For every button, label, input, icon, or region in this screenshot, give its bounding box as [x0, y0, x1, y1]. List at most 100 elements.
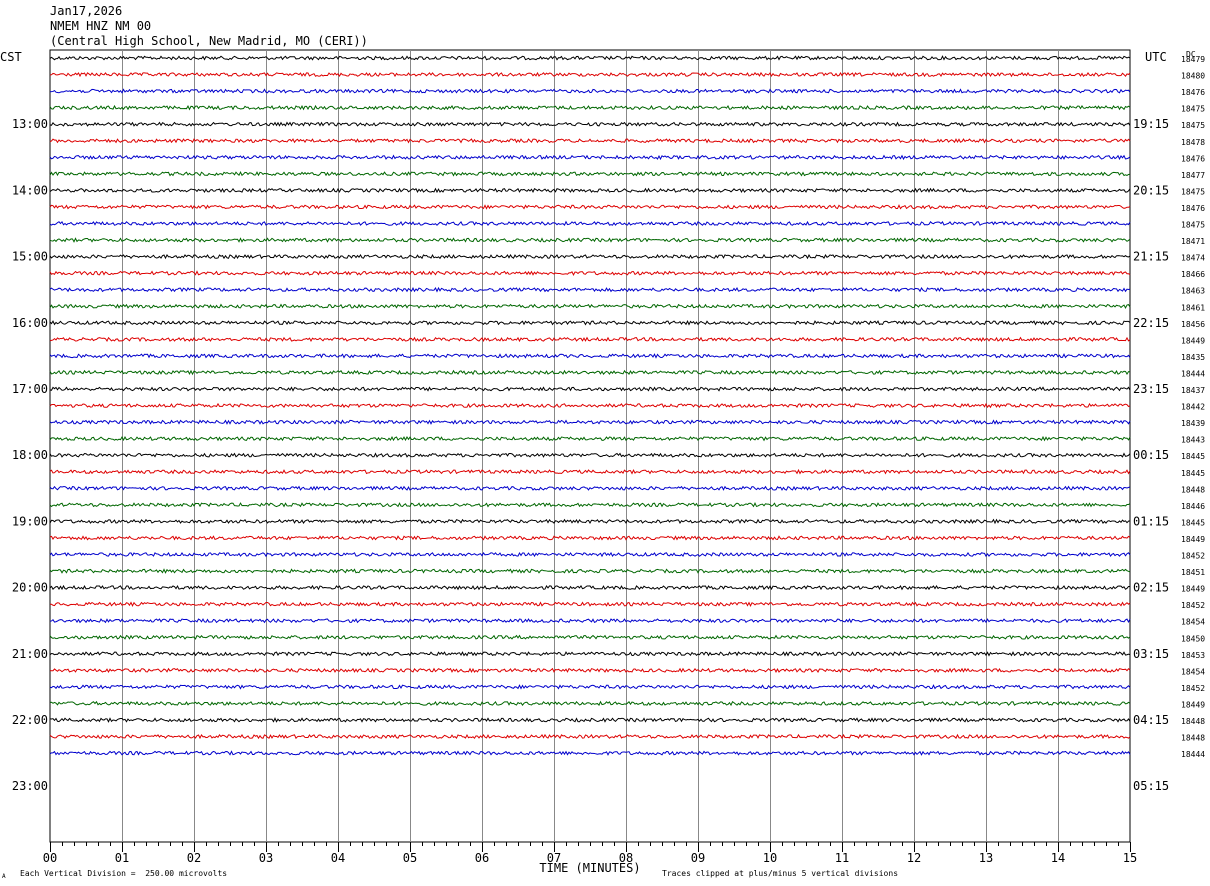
left-time-label: 16:00: [12, 316, 48, 330]
dc-offset-label: 18480: [1181, 72, 1205, 81]
dc-offset-label: 18475: [1181, 187, 1205, 196]
corner-mark: A: [2, 873, 6, 880]
right-time-label: 22:15: [1133, 316, 1169, 330]
left-time-label: 13:00: [12, 117, 48, 131]
seismic-trace: [49, 353, 1131, 359]
dc-offset-label: 18451: [1181, 568, 1205, 577]
dc-offset-label: 18476: [1181, 88, 1205, 97]
left-time-label: 22:00: [12, 713, 48, 727]
left-time-label: 18:00: [12, 448, 48, 462]
dc-offset-label: 18476: [1181, 154, 1205, 163]
chart-date: Jan17,2026: [50, 4, 123, 18]
dc-offset-label: 18453: [1181, 651, 1205, 660]
dc-offset-label: 18475: [1181, 121, 1205, 130]
dc-offset-label: 18452: [1181, 552, 1205, 561]
right-time-label: 02:15: [1133, 581, 1169, 595]
dc-offset-label: 18466: [1181, 270, 1205, 279]
dc-offset-label: 18454: [1181, 667, 1205, 676]
dc-offset-label: 18444: [1181, 369, 1205, 378]
seismic-trace: [49, 601, 1131, 608]
seismic-trace: [49, 71, 1131, 78]
left-zone-label: CST: [0, 50, 22, 64]
seismic-trace: [49, 204, 1131, 210]
x-tick-label: 06: [475, 851, 489, 865]
x-tick-label: 13: [979, 851, 993, 865]
seismic-trace: [49, 535, 1131, 541]
seismic-trace: [49, 568, 1131, 574]
seismic-trace: [49, 104, 1131, 111]
left-time-label: 17:00: [12, 382, 48, 396]
x-tick-label: 08: [619, 851, 633, 865]
dc-offset-label: 18449: [1181, 336, 1205, 345]
chart-location: (Central High School, New Madrid, MO (CE…: [50, 34, 368, 48]
dc-offset-label: 18454: [1181, 618, 1205, 627]
right-time-label: 01:15: [1133, 514, 1169, 528]
plot-frame: [49, 49, 1131, 843]
x-tick-label: 04: [331, 851, 345, 865]
dc-offset-label: 18448: [1181, 485, 1205, 494]
seismic-trace: [49, 419, 1131, 425]
dc-offset-label: 18475: [1181, 221, 1205, 230]
dc-offset-label: 18435: [1181, 353, 1205, 362]
seismic-trace: [49, 717, 1131, 723]
x-tick-label: 12: [907, 851, 921, 865]
seismic-trace: [49, 667, 1131, 674]
seismic-trace: [49, 435, 1131, 442]
seismic-trace: [49, 584, 1131, 591]
left-time-label: 21:00: [12, 647, 48, 661]
dc-offset-label: 18461: [1181, 303, 1205, 312]
dc-offset-label: 18445: [1181, 469, 1205, 478]
dc-label: DC: [1186, 50, 1196, 59]
seismic-trace: [49, 237, 1131, 243]
dc-offset-label: 18439: [1181, 419, 1205, 428]
seismic-trace: [49, 750, 1131, 756]
seismic-trace: [49, 468, 1131, 475]
right-time-label: 23:15: [1133, 382, 1169, 396]
x-tick-label: 15: [1123, 851, 1137, 865]
dc-offset-label: 18450: [1181, 634, 1205, 643]
dc-offset-label: 18446: [1181, 502, 1205, 511]
seismic-trace: [49, 187, 1131, 194]
seismic-trace: [49, 452, 1131, 458]
dc-offset-label: 18449: [1181, 535, 1205, 544]
dc-offset-label: 18448: [1181, 717, 1205, 726]
seismic-trace: [49, 618, 1131, 624]
seismic-trace: [49, 518, 1131, 525]
seismic-trace: [49, 55, 1131, 61]
seismic-trace: [49, 303, 1131, 309]
x-tick-label: 14: [1051, 851, 1065, 865]
right-time-label: 21:15: [1133, 250, 1169, 264]
seismic-trace: [49, 733, 1131, 740]
dc-offset-label: 18445: [1181, 518, 1205, 527]
seismic-trace: [49, 336, 1131, 343]
chart-station: NMEM HNZ NM 00: [50, 19, 152, 33]
x-axis-label: TIME (MINUTES): [539, 861, 640, 875]
dc-offset-label: 18452: [1181, 684, 1205, 693]
dc-offset-label: 18449: [1181, 700, 1205, 709]
dc-offset-label: 18452: [1181, 601, 1205, 610]
dc-offset-label: 18456: [1181, 320, 1205, 329]
dc-offset-label: 18478: [1181, 138, 1205, 147]
seismic-trace: [49, 700, 1131, 707]
seismic-trace: [49, 684, 1131, 690]
seismic-trace: [49, 270, 1131, 276]
vertical-division-note: Each Vertical Division = 250.00 microvol…: [20, 869, 228, 878]
x-tick-label: 07: [547, 851, 561, 865]
right-time-label: 03:15: [1133, 647, 1169, 661]
dc-offset-label: 18444: [1181, 750, 1205, 759]
dc-offset-label: 18471: [1181, 237, 1205, 246]
left-time-label: 14:00: [12, 183, 48, 197]
seismic-trace: [49, 220, 1131, 227]
dc-offset-label: 18437: [1181, 386, 1205, 395]
x-tick-label: 10: [763, 851, 777, 865]
dc-offset-label: 18476: [1181, 204, 1205, 213]
x-tick-label: 00: [43, 851, 57, 865]
right-time-label: 19:15: [1133, 117, 1169, 131]
left-time-label: 15:00: [12, 250, 48, 264]
dc-offset-label: 18479: [1181, 55, 1205, 64]
left-time-label: 19:00: [12, 514, 48, 528]
dc-offset-label: 18475: [1181, 105, 1205, 114]
right-zone-label: UTC: [1145, 50, 1167, 64]
seismic-trace: [49, 88, 1131, 94]
